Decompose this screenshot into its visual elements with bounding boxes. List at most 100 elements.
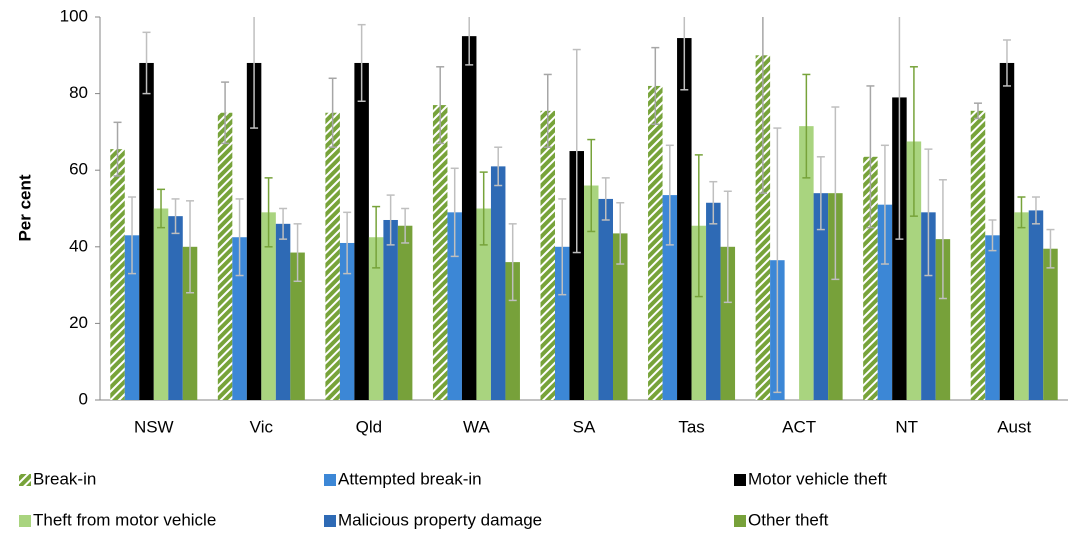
y-tick-label: 0 [79, 389, 88, 408]
x-tick-label: Qld [356, 417, 382, 436]
error-bar [279, 207, 288, 240]
error-bar [773, 127, 782, 394]
bar [490, 166, 506, 400]
legend-label: Theft from motor vehicle [33, 510, 216, 529]
error-bar [221, 81, 230, 145]
error-bar [436, 66, 445, 145]
error-bar [386, 194, 395, 246]
bar [648, 85, 663, 400]
error-bar [293, 223, 302, 283]
bar [584, 185, 599, 400]
error-bar [372, 205, 381, 269]
legend-label: Motor vehicle theft [748, 469, 887, 488]
error-bar [680, 17, 689, 91]
error-bar [235, 198, 244, 277]
bar [153, 208, 169, 400]
bar [613, 233, 628, 400]
legend-item: Other theft [734, 510, 829, 529]
bar [1014, 212, 1029, 400]
bar [662, 195, 678, 400]
x-tick-label: Vic [250, 417, 274, 436]
error-bar [988, 219, 997, 252]
error-bar [250, 17, 259, 129]
legend-item: Motor vehicle theft [734, 469, 887, 488]
bar [970, 110, 986, 400]
legend-swatch [324, 515, 336, 527]
x-tick-label: WA [463, 417, 490, 436]
bar [720, 246, 736, 400]
bar [999, 62, 1015, 400]
bar [906, 141, 922, 400]
error-bar [924, 148, 933, 277]
bar [339, 242, 355, 400]
error-bar [973, 102, 982, 120]
legend-item: Malicious property damage [324, 510, 542, 529]
error-bar [601, 177, 610, 221]
y-tick-label: 60 [69, 160, 88, 179]
error-bar [816, 156, 825, 231]
bar [246, 62, 262, 400]
bar [892, 97, 907, 400]
bar [383, 219, 398, 400]
legend-swatch [734, 474, 746, 486]
bar [139, 62, 154, 400]
error-bar [558, 198, 567, 296]
y-tick-label: 20 [69, 313, 88, 332]
error-bar [723, 190, 732, 304]
y-axis-label: Per cent [15, 174, 34, 241]
error-bar [665, 144, 674, 246]
legend-swatch [324, 474, 336, 486]
bar [397, 225, 413, 400]
bar [691, 225, 707, 400]
bar [555, 246, 570, 400]
bar [325, 112, 340, 400]
bar [1043, 248, 1058, 400]
bar [261, 212, 276, 400]
legend-label: Break-in [33, 469, 96, 488]
bar [217, 112, 233, 400]
bar [828, 193, 843, 400]
error-bar [758, 17, 767, 194]
bar [461, 36, 477, 400]
bar [476, 208, 491, 400]
error-bar [479, 171, 488, 246]
legend-label: Malicious property damage [338, 510, 542, 529]
bar [799, 126, 814, 400]
bar [368, 237, 384, 400]
bar [921, 212, 936, 400]
bar [706, 202, 721, 400]
legend-swatch [19, 474, 31, 486]
error-bar [328, 77, 337, 148]
legend-swatch [19, 515, 31, 527]
error-bar [802, 73, 811, 179]
error-bar [895, 17, 904, 240]
legend-label: Other theft [748, 510, 829, 529]
error-bar [494, 146, 503, 187]
x-tick-label: NT [895, 417, 918, 436]
error-bar [694, 154, 703, 298]
bar [598, 198, 613, 400]
error-bar [831, 106, 840, 281]
x-tick-label: ACT [782, 417, 816, 436]
error-bar [1031, 196, 1040, 225]
error-bar [587, 138, 596, 233]
legend-item: Theft from motor vehicle [19, 510, 216, 529]
bar [232, 237, 247, 400]
bar [432, 105, 448, 400]
bar [813, 193, 829, 400]
error-bar [543, 73, 552, 148]
error-bar [264, 177, 273, 248]
bar [124, 235, 140, 400]
bar [505, 262, 520, 400]
error-bar [938, 179, 947, 300]
error-bar [450, 167, 459, 258]
error-bar [508, 223, 517, 302]
error-bar [1046, 228, 1055, 269]
error-bar [128, 196, 137, 275]
bar [1028, 210, 1044, 400]
bar [290, 252, 305, 400]
x-tick-label: NSW [134, 417, 174, 436]
error-bar [616, 202, 625, 265]
bar [985, 235, 1000, 400]
